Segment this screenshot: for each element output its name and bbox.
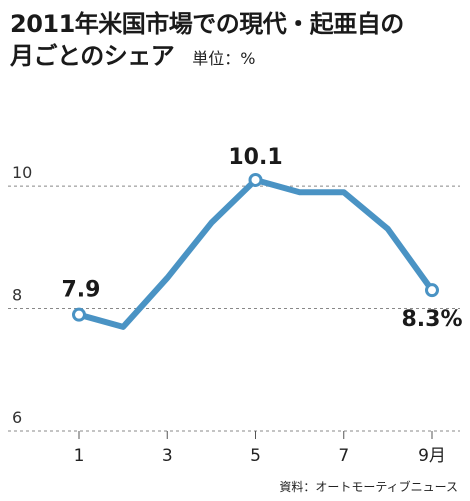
data-marker xyxy=(72,307,86,322)
unit-label: 単位：% xyxy=(192,49,256,68)
y-tick-label: 10 xyxy=(12,163,32,182)
data-marker xyxy=(248,172,263,187)
data-label: 8.3% xyxy=(401,307,462,332)
y-tick-label: 6 xyxy=(12,408,22,427)
title-line-1: 2011年米国市場での現代・起亜自の xyxy=(10,10,404,38)
chart-title: 2011年米国市場での現代・起亜自の 月ごとのシェア 単位：% xyxy=(10,8,465,75)
title-line-2-text: 月ごとのシェア xyxy=(10,42,175,70)
data-label: 7.9 xyxy=(62,278,101,303)
source-note: 資料：オートモーティブニュース xyxy=(279,480,458,494)
data-labels: 7.9 10.1 8.3% xyxy=(62,145,463,332)
x-tick-label: 3 xyxy=(162,446,173,466)
x-axis: 1 3 5 7 9月 xyxy=(74,431,446,466)
series-line xyxy=(76,176,435,330)
x-tick-label: 9月 xyxy=(418,446,446,466)
title-line-2: 月ごとのシェア 単位：% xyxy=(10,40,465,75)
data-label: 10.1 xyxy=(228,145,282,170)
x-tick-label: 5 xyxy=(250,446,261,466)
x-tick-label: 7 xyxy=(338,446,349,466)
x-tick-label: 1 xyxy=(74,446,85,466)
y-axis-ticks: 6 8 10 xyxy=(12,163,32,427)
series-polyline xyxy=(76,176,435,330)
y-tick-label: 8 xyxy=(12,286,22,305)
data-markers xyxy=(72,172,439,322)
data-marker xyxy=(425,283,439,298)
